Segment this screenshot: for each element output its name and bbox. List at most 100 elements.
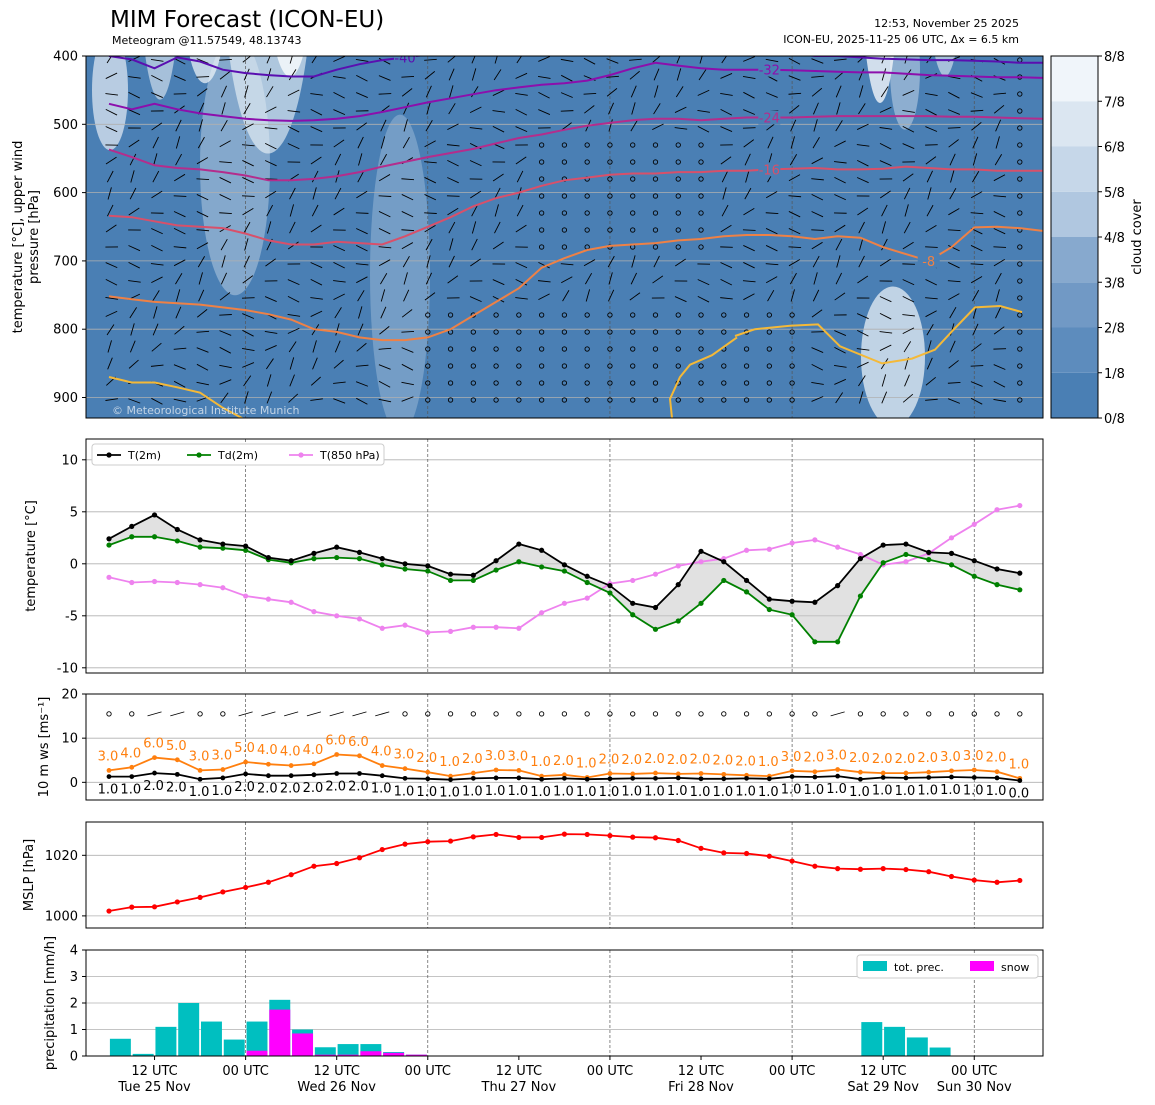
data-label: 1.0: [712, 785, 733, 800]
series-point: [857, 556, 864, 562]
wind-barb: [333, 139, 345, 148]
series-point: [607, 583, 613, 589]
wind-barb: [219, 71, 231, 80]
series-point: [812, 863, 818, 869]
wind-barb: [333, 109, 346, 116]
wind-barb: [538, 56, 551, 62]
wind-barb: [995, 306, 1002, 319]
series-point: [675, 771, 681, 777]
series-point: [334, 554, 340, 561]
wind-barb: [128, 56, 141, 62]
wind-barb: [742, 229, 756, 231]
wind-barb: [629, 58, 642, 61]
wind-barb: [358, 306, 363, 319]
data-label: 1.0: [758, 755, 779, 770]
wind-barb: [243, 375, 252, 387]
wind-barb: [608, 289, 615, 302]
mslp-panel: 1000 1020 MSLP [hPa]: [22, 821, 1044, 929]
wind-panel: 3.0 4.06.0 5.03.0 3.05.0 4.0 4.0 4.06.0 6.04.0 3…: [37, 688, 1044, 802]
series-point: [1017, 877, 1023, 884]
wind-barb: [538, 293, 550, 301]
wind-barb: [355, 381, 369, 387]
wind-barb: [492, 125, 505, 133]
series-point: [903, 559, 909, 565]
series-point: [630, 771, 636, 777]
series-point: [152, 755, 157, 760]
series-point: [174, 526, 180, 533]
calm-wind-circle: [789, 711, 795, 717]
series-point: [288, 872, 294, 878]
data-label: 1.0: [895, 784, 916, 799]
wind-barb: [879, 344, 892, 351]
calm-wind-circle: [857, 711, 864, 717]
wind-barb: [264, 296, 277, 302]
wind-barb: [972, 289, 980, 302]
colorbar-segment: [1051, 101, 1098, 147]
wind-barb: [744, 153, 751, 166]
chart-title: MIM Forecast (ICON-EU): [110, 7, 385, 33]
wind-barb: [173, 398, 187, 403]
series-point: [835, 773, 841, 779]
wind-barb: [834, 161, 847, 164]
calm-wind-circle: [607, 329, 613, 335]
calm-wind-circle: [721, 711, 727, 717]
series-point: [334, 771, 340, 776]
wind-barb: [289, 56, 293, 64]
wind-barb: [174, 173, 186, 182]
data-label: 1.0: [917, 783, 938, 798]
wind-barb: [902, 173, 914, 182]
legend-label: T(850 hPa): [319, 449, 380, 462]
wind-barb: [903, 221, 911, 234]
calm-wind-circle: [516, 397, 522, 403]
data-label: 2.0: [986, 751, 1007, 766]
series-point: [379, 625, 385, 631]
wind-barb: [789, 154, 798, 166]
calm-wind-circle: [698, 346, 704, 352]
wind-barb: [264, 330, 278, 334]
calm-wind-circle: [926, 711, 932, 717]
colorbar-segment: [1051, 372, 1098, 418]
data-label: 1.0: [576, 756, 597, 771]
wind-barb: [925, 224, 937, 233]
calm-wind-circle: [880, 711, 886, 717]
wind-barb: [948, 293, 960, 301]
isotherm-label: -16: [759, 163, 780, 178]
wind-barb: [606, 58, 619, 64]
wind-barb: [151, 122, 163, 131]
cloud-area: [370, 114, 430, 418]
calm-wind-circle: [493, 329, 499, 335]
series-point: [129, 764, 135, 770]
colorbar-segment: [1051, 191, 1098, 237]
y-tick-label: 700: [53, 254, 78, 269]
chart-subtitle: Meteogram @11.57549, 48.13743: [112, 34, 302, 47]
x-tick-label: Sat 29 Nov: [847, 1080, 919, 1095]
wind-barb: [356, 245, 368, 252]
wind-barb: [765, 58, 779, 63]
wind-barb: [560, 263, 574, 266]
wind-barb: [357, 136, 364, 149]
wind-barb: [993, 258, 1005, 267]
data-label: 1.0: [439, 755, 460, 770]
wind-barb: [287, 143, 300, 150]
wind-barb: [494, 56, 498, 64]
wind-barb: [401, 88, 413, 97]
series-point: [493, 567, 499, 573]
calm-wind-circle: [561, 227, 568, 233]
wind-barb: [881, 374, 887, 387]
series-point: [743, 547, 750, 553]
x-tick-label: Thu 27 Nov: [481, 1080, 557, 1095]
wind-barb: [674, 106, 687, 113]
wind-barb: [358, 153, 363, 166]
wind-barb: [243, 103, 251, 115]
wind-barb: [107, 340, 112, 353]
wind-barbs: [105, 56, 1023, 405]
series-point: [447, 577, 454, 584]
wind-barb: [378, 380, 391, 388]
wind-barb: [220, 238, 228, 251]
series-point: [926, 549, 932, 555]
wind-barb: [652, 275, 664, 284]
precip-bar: [223, 1039, 245, 1056]
calm-wind-circle: [607, 711, 613, 717]
wind-barb: [902, 393, 914, 403]
wind-barb: [242, 208, 254, 216]
